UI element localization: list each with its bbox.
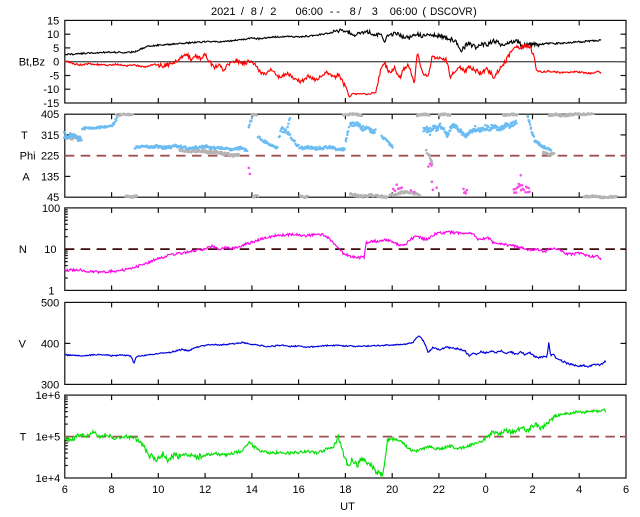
svg-text:10: 10 [47, 29, 59, 41]
svg-text:315: 315 [41, 130, 59, 142]
svg-text:2: 2 [270, 6, 276, 18]
svg-text:16: 16 [292, 484, 304, 496]
svg-text:45: 45 [47, 192, 59, 204]
svg-text:6: 6 [62, 484, 68, 496]
svg-text:8: 8 [109, 484, 115, 496]
svg-text:/: / [241, 6, 245, 18]
svg-text:Bt,Bz: Bt,Bz [19, 57, 45, 69]
svg-text:14: 14 [246, 484, 258, 496]
svg-text:22: 22 [433, 484, 445, 496]
svg-text:UT: UT [340, 501, 355, 512]
svg-text:6: 6 [623, 484, 629, 496]
svg-text:100: 100 [42, 203, 60, 215]
svg-text:06:00: 06:00 [390, 6, 418, 18]
svg-text:V: V [19, 338, 27, 350]
svg-text:-15: -15 [43, 98, 59, 110]
svg-text:4: 4 [576, 484, 582, 496]
svg-text:3: 3 [372, 6, 378, 18]
svg-text:/: / [260, 6, 264, 18]
svg-text:20: 20 [386, 484, 398, 496]
svg-text:8: 8 [251, 6, 257, 18]
svg-text:5: 5 [53, 43, 59, 55]
svg-text:06:00: 06:00 [296, 6, 324, 18]
svg-text:500: 500 [41, 297, 59, 309]
svg-text:8: 8 [350, 6, 356, 18]
svg-text:T: T [20, 431, 27, 443]
svg-text:10: 10 [152, 484, 164, 496]
svg-text:Phi: Phi [20, 151, 36, 163]
svg-text:2: 2 [529, 484, 535, 496]
svg-text:12: 12 [199, 484, 211, 496]
svg-text:0: 0 [53, 57, 59, 69]
svg-text:(: ( [422, 6, 426, 18]
svg-text:-5: -5 [50, 70, 60, 82]
svg-text:225: 225 [41, 151, 59, 163]
svg-text:1e+6: 1e+6 [36, 390, 61, 402]
svg-text:/: / [358, 6, 362, 18]
svg-text:-10: -10 [43, 84, 59, 96]
svg-text:18: 18 [339, 484, 351, 496]
svg-text:): ) [473, 6, 477, 18]
svg-text:2021: 2021 [211, 6, 235, 18]
svg-text:1e+5: 1e+5 [36, 431, 61, 443]
svg-text:15: 15 [47, 15, 59, 27]
svg-text:DSCOVR: DSCOVR [430, 6, 473, 18]
svg-text:135: 135 [41, 171, 59, 183]
svg-text:400: 400 [41, 338, 59, 350]
svg-text:405: 405 [41, 109, 59, 121]
svg-text:A: A [22, 171, 30, 183]
svg-text:1: 1 [48, 285, 54, 297]
svg-text:300: 300 [41, 379, 59, 391]
svg-text:-: - [336, 6, 340, 18]
svg-text:T: T [21, 130, 28, 142]
svg-text:1e+4: 1e+4 [36, 473, 61, 485]
svg-text:0: 0 [483, 484, 489, 496]
svg-text:-: - [330, 6, 334, 18]
svg-text:10: 10 [44, 244, 56, 256]
svg-text:N: N [19, 244, 27, 256]
